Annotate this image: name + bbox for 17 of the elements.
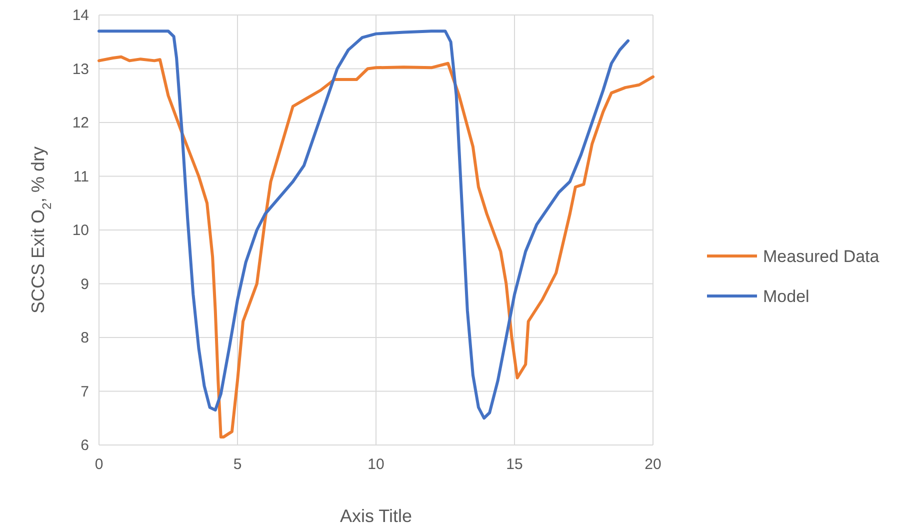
legend-label: Model — [763, 287, 810, 306]
y-tick-label: 12 — [72, 114, 89, 132]
y-tick-label: 10 — [72, 222, 89, 239]
y-tick-label: 9 — [80, 276, 89, 293]
x-tick-label: 5 — [233, 456, 242, 473]
y-tick-label: 6 — [80, 437, 89, 454]
y-tick-label: 14 — [72, 7, 89, 24]
x-tick-label: 0 — [94, 456, 104, 473]
y-tick-label: 11 — [73, 168, 89, 186]
legend-label: Measured Data — [763, 247, 880, 266]
x-tick-label: 10 — [368, 456, 384, 473]
x-tick-label: 15 — [506, 456, 523, 473]
y-tick-label: 8 — [80, 330, 89, 346]
y-tick-label: 13 — [72, 60, 89, 78]
x-axis-title: Axis Title — [340, 506, 412, 526]
x-tick-label: 20 — [644, 456, 662, 473]
y-tick-label: 7 — [80, 383, 89, 400]
